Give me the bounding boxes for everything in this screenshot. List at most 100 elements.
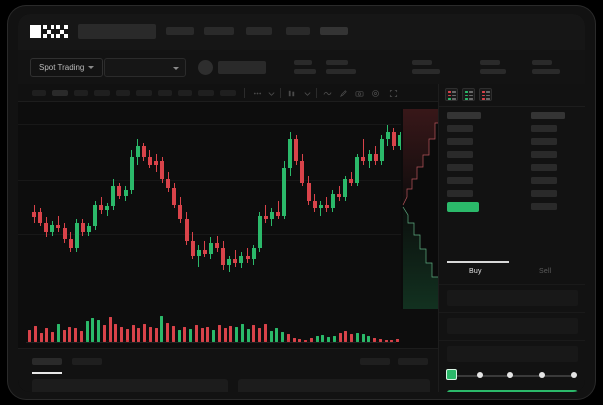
candle-wick <box>198 244 200 267</box>
volume-bar <box>28 329 31 342</box>
chart-type-chevron-down-icon[interactable] <box>302 88 312 98</box>
nav-item-2[interactable] <box>204 27 234 35</box>
camera-icon[interactable] <box>354 88 364 98</box>
orderbook-highlighted-row[interactable] <box>447 202 479 212</box>
tab-buy[interactable]: Buy <box>469 268 482 275</box>
depth-chart-overlay[interactable] <box>401 109 443 309</box>
volume-bar <box>327 336 330 342</box>
amount-slider-mark-25[interactable] <box>477 372 483 378</box>
submit-order-button[interactable] <box>447 390 578 392</box>
orderbook-row[interactable] <box>447 190 473 197</box>
bottom-content-panel-1[interactable] <box>32 379 228 392</box>
trendline-icon[interactable] <box>322 88 332 98</box>
timeframe-chip-9[interactable] <box>198 90 214 96</box>
amount-slider-mark-75[interactable] <box>539 372 545 378</box>
bottom-tab-2[interactable] <box>72 358 102 365</box>
market-type-dropdown[interactable]: Spot Trading <box>30 58 104 77</box>
volume-bar <box>39 333 43 342</box>
volume-bar <box>212 330 215 342</box>
volume-bar <box>143 324 146 342</box>
candle-body <box>318 204 323 209</box>
timeframe-chip-5[interactable] <box>116 90 130 96</box>
orderbook-row[interactable] <box>531 177 557 184</box>
order-amount-field[interactable] <box>447 318 578 334</box>
orderbook-row[interactable] <box>531 151 557 158</box>
orderbook-row[interactable] <box>531 125 557 132</box>
candle-body <box>337 193 341 198</box>
candle-body <box>282 168 287 216</box>
timeframe-chip-1[interactable] <box>32 90 46 96</box>
ticker-stat-3 <box>412 60 440 74</box>
volume-bar <box>217 324 221 342</box>
bottom-tab-1[interactable] <box>32 358 62 365</box>
nav-item-4[interactable] <box>286 27 310 35</box>
orderbook-row[interactable] <box>447 112 481 119</box>
order-book-panel: Buy Sell <box>438 84 585 392</box>
okx-logo[interactable] <box>30 25 68 38</box>
pencil-icon[interactable] <box>338 88 348 98</box>
orderbook-row[interactable] <box>447 138 473 145</box>
candle-body <box>276 211 280 216</box>
chart-type-icon[interactable] <box>286 88 296 98</box>
timeframe-chip-4[interactable] <box>94 90 110 96</box>
amount-slider-mark-100[interactable] <box>571 372 577 378</box>
pair-select[interactable] <box>104 58 186 77</box>
orderbook-row[interactable] <box>447 177 473 184</box>
orderbook-row[interactable] <box>447 164 473 171</box>
order-total-field[interactable] <box>447 346 578 362</box>
nav-item-5[interactable] <box>320 27 348 35</box>
volume-bar <box>114 323 118 342</box>
orderbook-row[interactable] <box>447 125 473 132</box>
orderbook-row[interactable] <box>531 203 557 210</box>
candle-body <box>56 224 61 229</box>
candle-body <box>154 160 158 165</box>
volume-bar <box>206 326 210 342</box>
amount-slider-handle[interactable] <box>446 369 457 380</box>
orderbook-mode-sell-icon[interactable] <box>479 88 492 101</box>
volume-bar <box>85 320 89 342</box>
orderbook-mode-both-icon[interactable] <box>445 88 458 101</box>
volume-bar <box>321 334 325 342</box>
amount-slider-mark-50[interactable] <box>507 372 513 378</box>
order-price-field[interactable] <box>447 290 578 306</box>
indicators-icon[interactable] <box>252 88 262 98</box>
timeframe-chip-10[interactable] <box>220 90 236 96</box>
volume-bar <box>373 337 376 342</box>
fullscreen-icon[interactable] <box>388 88 398 98</box>
indicators-chevron-down-icon[interactable] <box>266 88 276 98</box>
bottom-action-1[interactable] <box>360 358 390 365</box>
nav-item-1[interactable] <box>166 27 194 35</box>
amount-slider-track[interactable] <box>451 375 575 377</box>
volume-bar <box>137 327 141 342</box>
timeframe-chip-6[interactable] <box>136 90 152 96</box>
price-chart[interactable] <box>18 102 438 312</box>
volume-bar <box>258 327 261 342</box>
bottom-content-panel-2[interactable] <box>238 379 430 392</box>
timeframe-chip-8[interactable] <box>178 90 192 96</box>
orderbook-mode-buy-icon[interactable] <box>462 88 475 101</box>
settings-icon[interactable] <box>370 88 380 98</box>
volume-bar <box>286 333 290 342</box>
bottom-action-2[interactable] <box>398 358 428 365</box>
pair-name <box>218 61 266 74</box>
volume-bar <box>62 330 66 342</box>
orderbook-row[interactable] <box>531 138 557 145</box>
volume-bar <box>298 339 302 342</box>
pair-bar: Spot Trading <box>18 50 585 84</box>
timeframe-chip-2[interactable] <box>52 90 68 96</box>
search-input[interactable] <box>78 24 156 39</box>
bottom-panel <box>18 348 438 392</box>
nav-item-3[interactable] <box>246 27 272 35</box>
candle-body <box>62 228 67 240</box>
candle-body <box>367 153 372 161</box>
orderbook-row[interactable] <box>531 112 565 119</box>
timeframe-chip-3[interactable] <box>74 90 88 96</box>
orderbook-row[interactable] <box>447 151 473 158</box>
timeframe-chip-7[interactable] <box>158 90 172 96</box>
orderbook-row[interactable] <box>531 164 557 171</box>
volume-bar <box>361 333 365 342</box>
candle-body <box>105 206 110 211</box>
tab-sell[interactable]: Sell <box>539 268 552 275</box>
orderbook-row[interactable] <box>531 190 557 197</box>
form-divider-3 <box>439 340 585 341</box>
